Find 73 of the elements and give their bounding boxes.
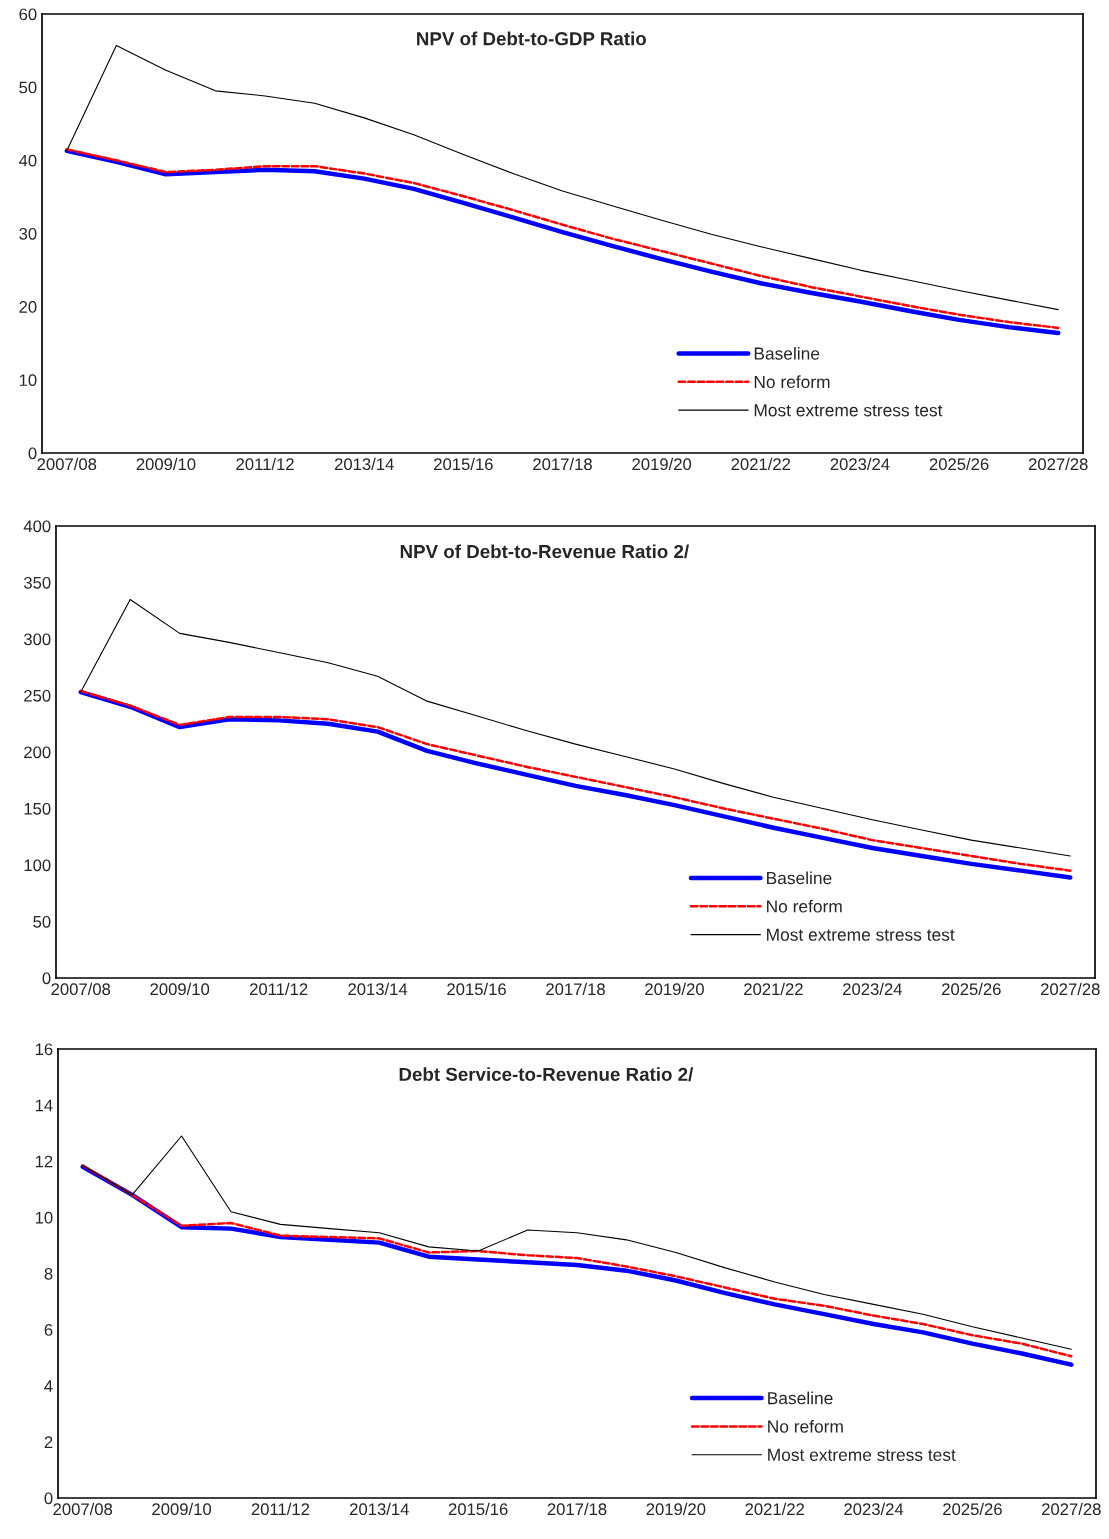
y-tick-label: 10 [19, 374, 37, 387]
x-tick-label: 2009/10 [136, 457, 196, 471]
y-tick-label: 250 [24, 689, 51, 702]
legend-label: No reform [754, 375, 830, 389]
legend-label: Most extreme stress test [768, 1448, 956, 1461]
y-tick-label: 0 [28, 447, 37, 460]
x-tick-label: 2011/12 [251, 1502, 310, 1516]
x-tick-label: 2007/08 [37, 457, 97, 471]
y-tick-label: 150 [24, 802, 51, 815]
x-tick-label: 2009/10 [150, 982, 210, 996]
x-tick-label: 2007/08 [53, 1502, 113, 1516]
legend-label: No reform [767, 899, 842, 913]
y-tick-label: 350 [23, 576, 51, 589]
legend-label: Baseline [768, 1391, 833, 1405]
x-tick-label: 2013/14 [350, 1502, 409, 1516]
line-series [82, 1135, 1072, 1350]
y-tick-label: 400 [23, 520, 51, 533]
x-tick-label: 2027/28 [1042, 1502, 1101, 1516]
y-tick-label: 6 [44, 1324, 53, 1336]
y-tick-label: 60 [19, 8, 37, 21]
legend-label: Baseline [767, 871, 832, 885]
y-tick-label: 50 [19, 81, 37, 94]
y-tick-label: 4 [44, 1380, 53, 1392]
text: NPV of Debt-to-Revenue Ratio 2/ [400, 544, 689, 559]
x-tick-label: 2021/22 [731, 457, 791, 471]
y-tick-label: 2 [44, 1436, 53, 1448]
x-tick-label: 2009/10 [152, 1502, 212, 1516]
x-tick-label: 2011/12 [236, 457, 294, 471]
x-tick-label: 2015/16 [448, 1502, 508, 1516]
legend-label: Baseline [754, 346, 820, 360]
x-tick-label: 2007/08 [51, 982, 111, 996]
x-tick-label: 2017/18 [546, 982, 605, 996]
y-tick-label: 40 [18, 154, 37, 167]
y-tick-label: 0 [42, 972, 51, 985]
x-tick-label: 2019/20 [632, 457, 692, 471]
x-tick-label: 2023/24 [830, 457, 890, 471]
x-tick-label: 2025/26 [943, 1502, 1002, 1516]
y-tick-label: 12 [35, 1155, 53, 1168]
x-tick-label: 2023/24 [844, 1502, 904, 1516]
x-tick-label: 2027/28 [1028, 457, 1088, 471]
y-tick-label: 16 [35, 1043, 53, 1056]
x-tick-label: 2019/20 [645, 982, 704, 996]
x-tick-label: 2025/26 [929, 457, 989, 471]
y-tick-label: 200 [24, 746, 51, 759]
x-tick-label: 2017/18 [533, 457, 592, 471]
x-tick-label: 2015/16 [447, 982, 506, 996]
y-tick-label: 300 [23, 633, 51, 646]
line-series [66, 44, 1059, 311]
x-tick-label: 2019/20 [646, 1502, 706, 1516]
x-tick-label: 2021/22 [744, 982, 803, 996]
x-tick-label: 2025/26 [942, 982, 1001, 996]
x-tick-label: 2011/12 [249, 982, 308, 996]
x-tick-label: 2023/24 [843, 982, 902, 996]
text: Debt Service-to-Revenue Ratio 2/ [399, 1067, 694, 1082]
y-tick-label: 8 [44, 1267, 53, 1280]
x-tick-label: 2027/28 [1040, 982, 1100, 996]
x-tick-label: 2013/14 [348, 982, 408, 996]
text: NPV of Debt-to-GDP Ratio [417, 31, 646, 46]
x-tick-label: 2015/16 [434, 457, 493, 471]
legend-label: Most extreme stress test [754, 404, 943, 417]
y-tick-label: 14 [35, 1099, 53, 1112]
y-tick-label: 10 [35, 1211, 53, 1224]
y-tick-label: 30 [19, 227, 37, 240]
x-tick-label: 2017/18 [547, 1502, 607, 1516]
y-tick-label: 20 [19, 301, 37, 313]
y-tick-label: 50 [33, 915, 51, 928]
y-tick-label: 100 [24, 859, 51, 872]
line-series [80, 598, 1071, 857]
y-tick-label: 0 [44, 1492, 53, 1505]
legend-label: Most extreme stress test [767, 928, 955, 941]
x-tick-label: 2013/14 [334, 457, 394, 471]
x-tick-label: 2021/22 [745, 1502, 804, 1516]
legend-label: No reform [768, 1419, 843, 1433]
